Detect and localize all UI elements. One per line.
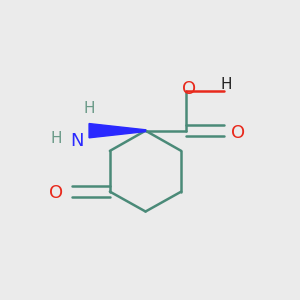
Text: O: O [49, 184, 63, 202]
Text: O: O [182, 80, 196, 98]
Text: N: N [70, 132, 84, 150]
Text: H: H [220, 77, 232, 92]
Polygon shape [89, 124, 146, 138]
Text: H: H [83, 101, 95, 116]
Text: O: O [231, 124, 245, 142]
Text: H: H [51, 130, 62, 146]
